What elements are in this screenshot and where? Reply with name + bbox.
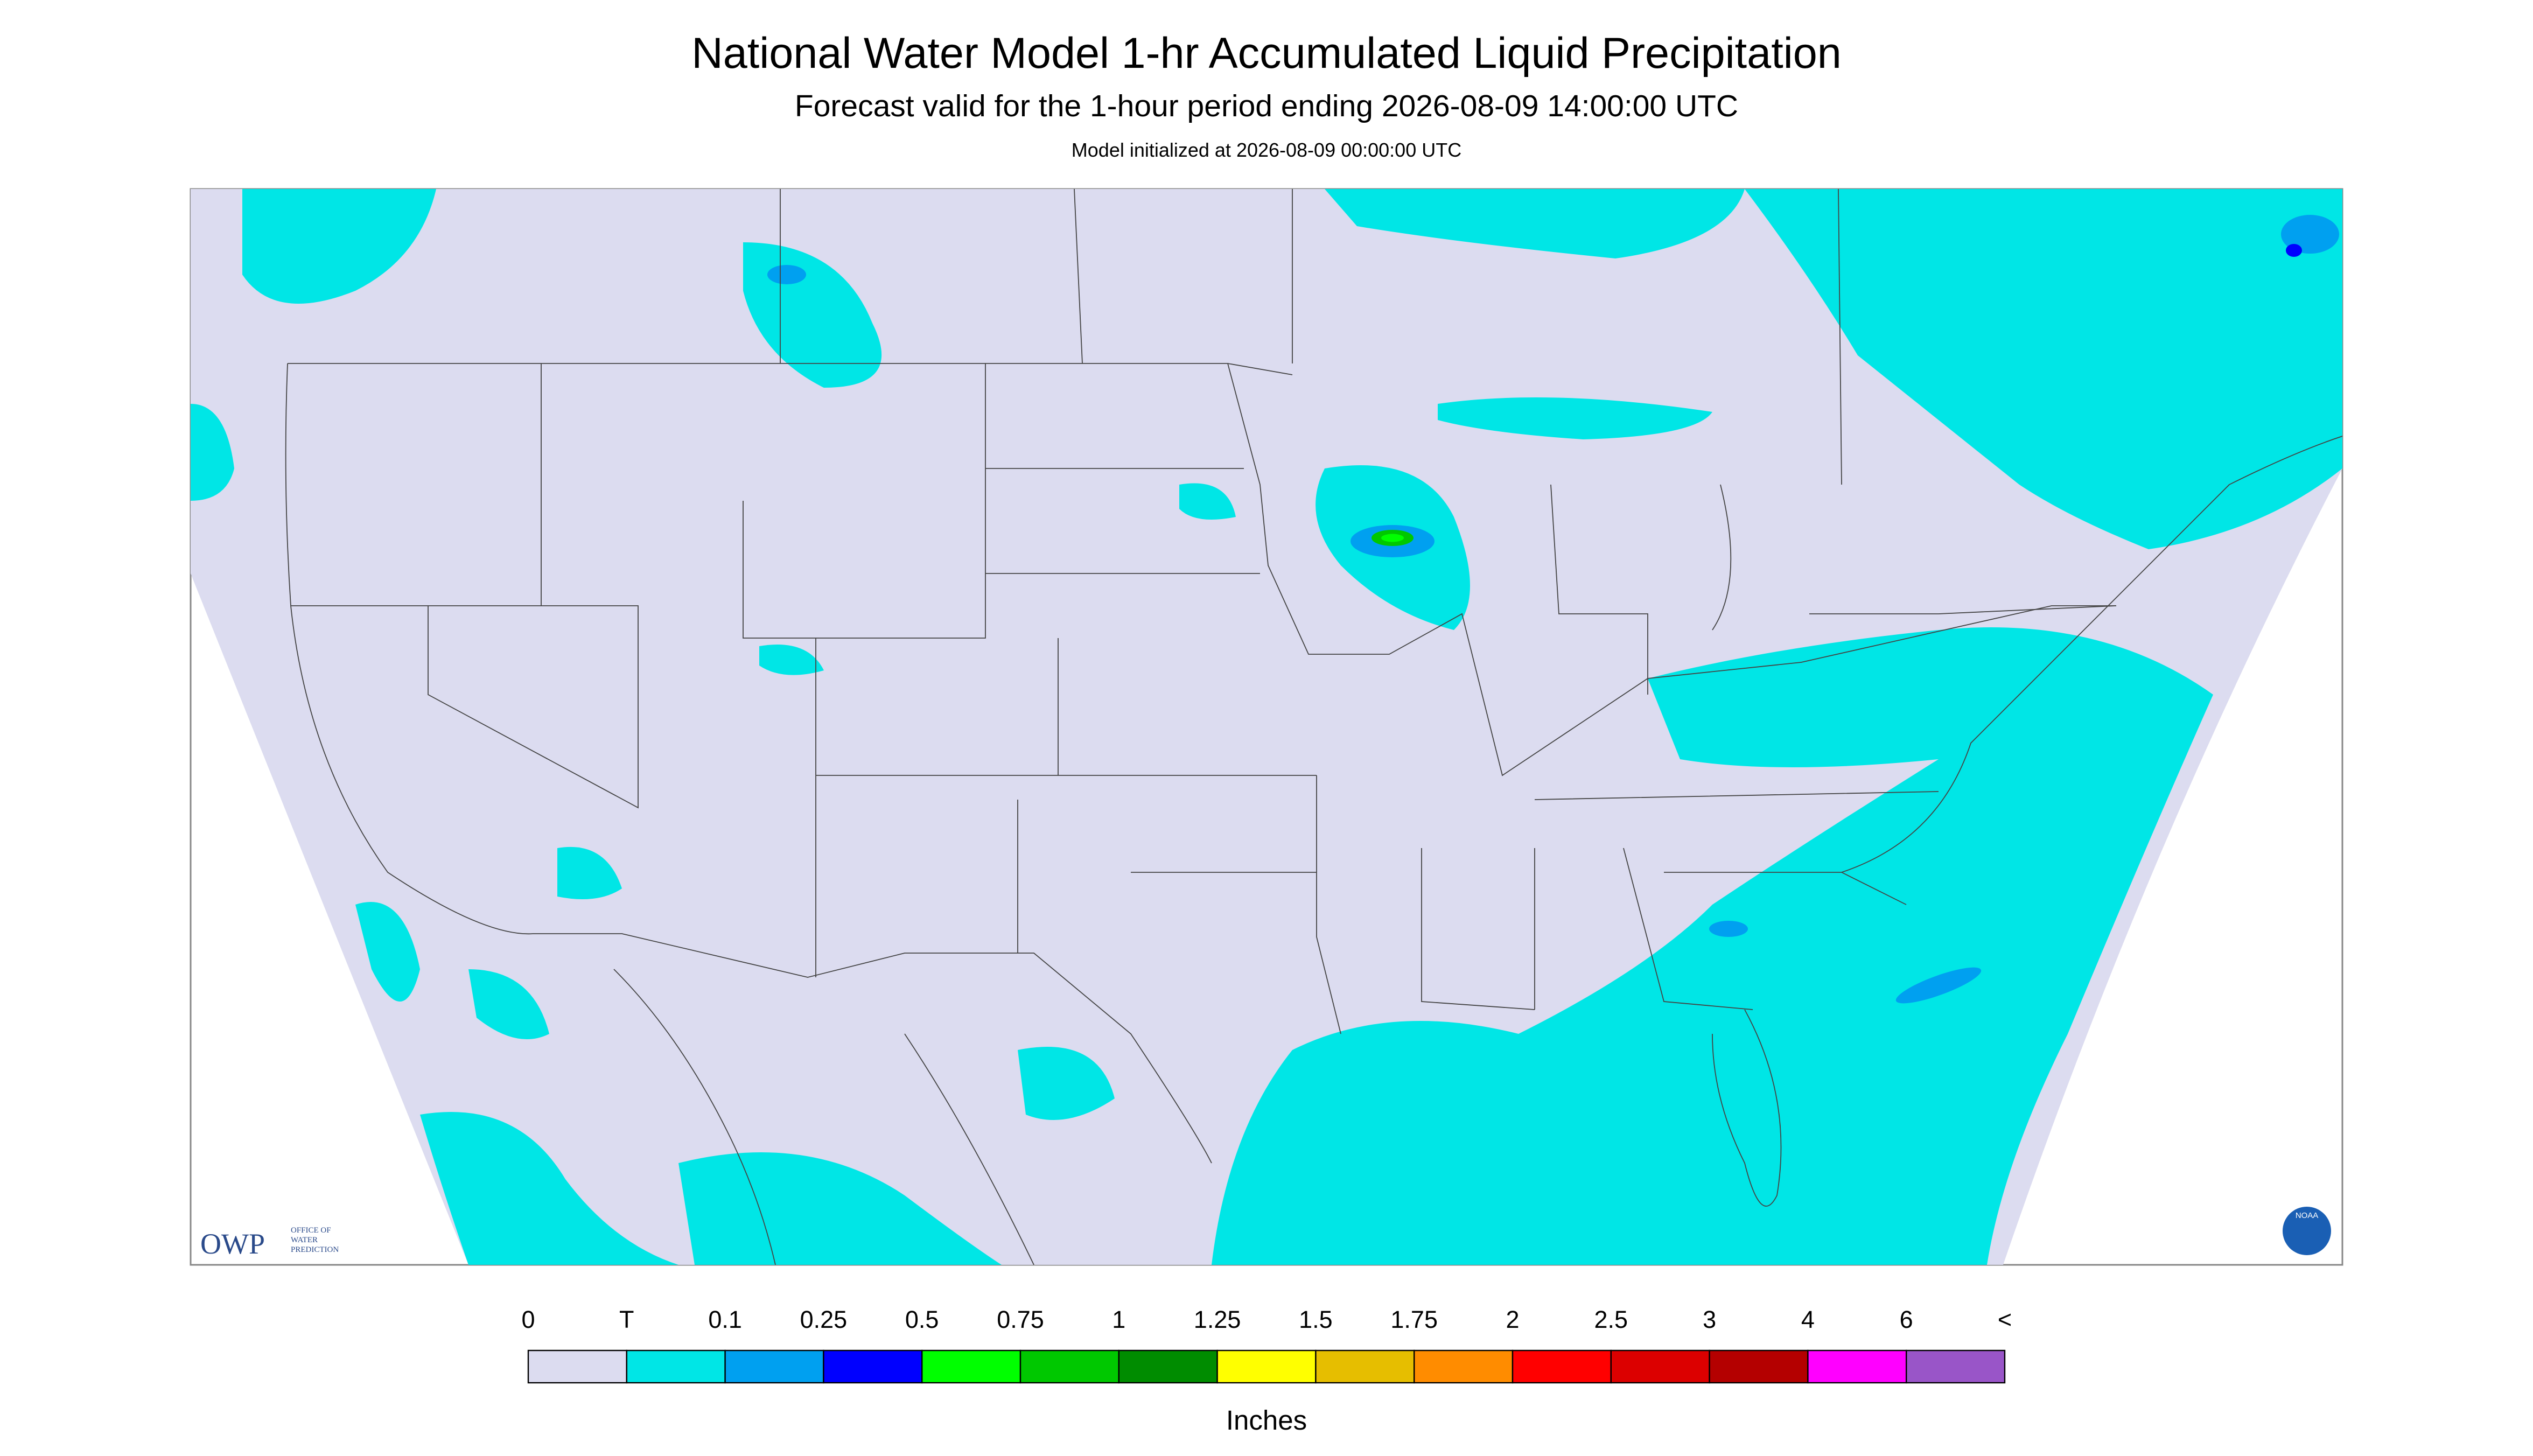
legend-label: 4 [1801, 1306, 1815, 1333]
legend-label: 0.5 [905, 1306, 939, 1333]
legend-label: < [1998, 1306, 2012, 1333]
noaa-label: NOAA [2296, 1211, 2319, 1220]
subtitle: Forecast valid for the 1-hour period end… [795, 89, 1738, 123]
legend-swatch [1118, 1349, 1218, 1384]
legend-swatch [823, 1349, 923, 1384]
precip-dot [2286, 244, 2302, 257]
legend-swatch [1414, 1349, 1514, 1384]
legend-label: T [619, 1306, 634, 1333]
legend-label: 0 [521, 1306, 535, 1333]
legend-label: 2 [1506, 1306, 1519, 1333]
legend-swatch [1807, 1349, 1907, 1384]
legend-label: 0.1 [708, 1306, 742, 1333]
legend-swatch [921, 1349, 1021, 1384]
legend-label: 0.25 [800, 1306, 848, 1333]
legend-swatch [1512, 1349, 1612, 1384]
legend-label: 1 [1112, 1306, 1125, 1333]
legend-label: 6 [1900, 1306, 1913, 1333]
legend-unit: Inches [1226, 1405, 1307, 1436]
legend-swatch [1315, 1349, 1415, 1384]
legend-swatch [1905, 1349, 2006, 1384]
legend-swatch [1709, 1349, 1809, 1384]
legend-label: 0.75 [997, 1306, 1044, 1333]
legend-label: 2.5 [1594, 1306, 1628, 1333]
owp-line: WATER [291, 1236, 318, 1244]
precip-peak [1381, 534, 1404, 542]
legend-swatch [724, 1349, 824, 1384]
owp-logo: OWP [200, 1228, 265, 1260]
init-note: Model initialized at 2026-08-09 00:00:00… [1072, 139, 1461, 161]
legend: 0 T 0.1 0.25 0.5 0.75 1 1.25 1.5 1.75 2 2.5 3 4 6 < [521, 1306, 2012, 1384]
legend-swatch [1610, 1349, 1710, 1384]
legend-label: 3 [1703, 1306, 1716, 1333]
owp-line: OFFICE OF [291, 1226, 331, 1235]
precip-light [191, 189, 2342, 1265]
legend-swatch [1019, 1349, 1120, 1384]
legend-swatch [527, 1349, 628, 1384]
legend-swatch [626, 1349, 726, 1384]
legend-swatch [1216, 1349, 1317, 1384]
boundaries [285, 189, 2342, 1265]
legend-label: 1.75 [1390, 1306, 1438, 1333]
owp-line: PREDICTION [291, 1245, 339, 1254]
legend-label: 1.5 [1299, 1306, 1333, 1333]
noaa-logo [2283, 1207, 2331, 1256]
legend-label: 1.25 [1194, 1306, 1241, 1333]
title: National Water Model 1-hr Accumulated Li… [691, 29, 1842, 78]
